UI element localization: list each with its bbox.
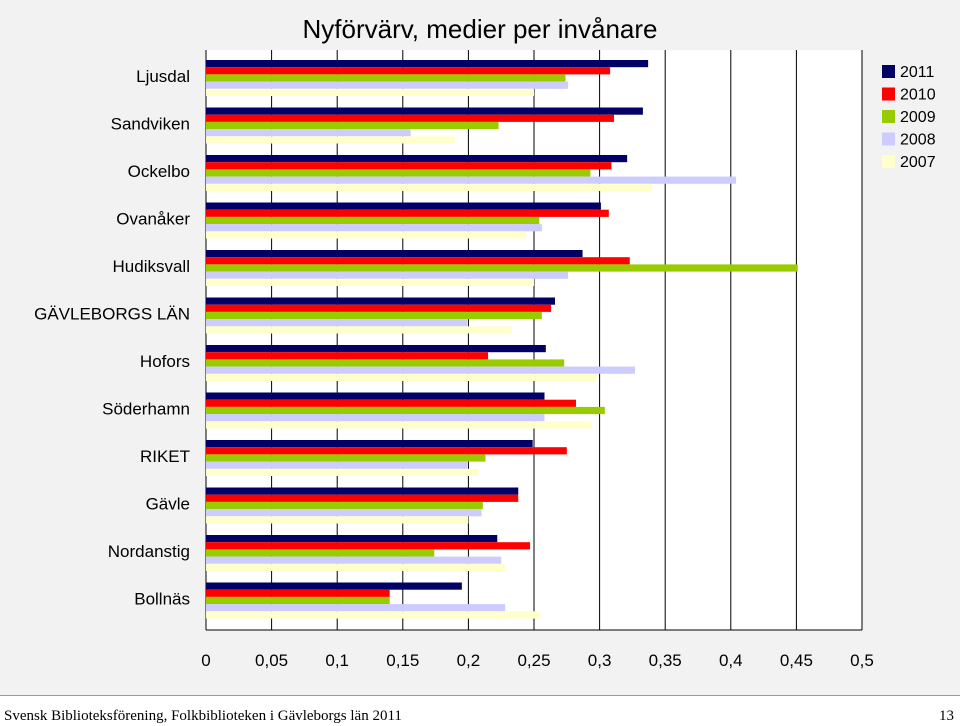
category-label: Ockelbo <box>128 162 190 181</box>
bar <box>206 589 390 597</box>
bar <box>206 216 540 225</box>
bar <box>206 535 498 543</box>
bar <box>206 67 611 75</box>
footer: Svensk Biblioteksförening, Folkbibliotek… <box>0 695 960 726</box>
bar <box>206 582 462 590</box>
bar <box>206 501 483 510</box>
x-tick-label: 0,05 <box>255 651 288 670</box>
bar <box>206 257 630 265</box>
legend-swatch <box>882 87 895 101</box>
bar <box>206 136 456 144</box>
category-label: Hofors <box>140 352 190 371</box>
x-tick-label: 0,45 <box>780 651 813 670</box>
category-label: Ljusdal <box>136 67 190 86</box>
bar <box>206 231 527 239</box>
legend-swatch <box>882 110 895 123</box>
bar <box>206 366 636 374</box>
category-label: Ovanåker <box>116 210 190 229</box>
bar <box>206 421 592 429</box>
x-tick-label: 0,25 <box>517 651 550 670</box>
category-label: RIKET <box>140 447 190 466</box>
legend-label: 2009 <box>900 109 936 126</box>
legend-swatch <box>882 132 895 146</box>
category-label: GÄVLEBORGS LÄN <box>34 305 190 324</box>
bar <box>206 454 486 462</box>
bar <box>206 209 609 217</box>
bar <box>206 74 566 82</box>
bar <box>206 183 653 191</box>
bar <box>206 169 591 177</box>
x-tick-label: 0,3 <box>588 651 612 670</box>
bar <box>206 468 479 476</box>
bar <box>206 297 555 305</box>
bar <box>206 487 519 495</box>
category-label: Sandviken <box>111 115 190 134</box>
chart-area: Nyförvärv, medier per invånare 0 0,05 0,1 0,… <box>0 0 960 695</box>
bar-chart: Nyförvärv, medier per invånare 0 0,05 0,1 0,… <box>34 14 936 670</box>
bar <box>206 604 506 612</box>
bar <box>206 311 542 320</box>
x-tick-label: 0,15 <box>386 651 419 670</box>
bar <box>206 556 502 564</box>
bar <box>206 326 512 334</box>
bar <box>206 224 542 232</box>
bar <box>206 121 499 130</box>
legend-label: 2010 <box>900 87 936 104</box>
bar <box>206 611 541 619</box>
legend-label: 2008 <box>900 132 936 149</box>
x-tick-label: 0,1 <box>325 651 349 670</box>
legend-label: 2011 <box>900 64 935 81</box>
bar <box>206 414 545 422</box>
bar <box>206 264 798 272</box>
category-label: Bollnäs <box>134 590 190 609</box>
category-label: Nordanstig <box>108 542 190 561</box>
chart-title: Nyförvärv, medier per invånare <box>303 14 658 44</box>
bar <box>206 542 531 550</box>
bar <box>206 202 601 210</box>
bar <box>206 114 615 122</box>
bar <box>206 304 552 312</box>
x-tick-label: 0,2 <box>457 651 481 670</box>
category-label: Söderhamn <box>102 400 190 419</box>
footer-source-text: Svensk Biblioteksförening, Folkbibliotek… <box>4 708 402 724</box>
bar <box>206 516 469 524</box>
bar <box>206 447 567 455</box>
category-label: Gävle <box>146 495 190 514</box>
legend-swatch <box>882 65 895 78</box>
bar <box>206 461 468 469</box>
bar <box>206 162 612 170</box>
bar <box>206 278 534 286</box>
bar <box>206 107 643 115</box>
bar <box>206 345 546 353</box>
bar <box>206 406 605 415</box>
bar <box>206 176 737 184</box>
x-tick-label: 0,4 <box>719 651 743 670</box>
bar <box>206 319 468 327</box>
bar <box>206 392 545 400</box>
x-tick-label: 0,5 <box>850 651 874 670</box>
category-label: Hudiksvall <box>113 257 190 276</box>
bar <box>206 373 597 381</box>
bar <box>206 359 565 367</box>
bar <box>206 509 482 517</box>
bar <box>206 60 649 68</box>
legend-label: 2007 <box>900 154 936 171</box>
bar <box>206 81 569 89</box>
legend-swatch <box>882 155 895 168</box>
bar <box>206 494 519 502</box>
x-tick-label: 0,35 <box>649 651 682 670</box>
bar <box>206 440 533 448</box>
bar <box>206 549 435 557</box>
bar <box>206 352 489 360</box>
bar <box>206 271 569 279</box>
bar <box>206 399 576 407</box>
bar <box>206 88 534 96</box>
bar <box>206 129 411 137</box>
bar <box>206 596 390 605</box>
bar <box>206 155 628 163</box>
page-number: 13 <box>939 708 954 724</box>
bar <box>206 563 506 571</box>
x-tick-label: 0 <box>201 651 210 670</box>
bar <box>206 250 583 258</box>
